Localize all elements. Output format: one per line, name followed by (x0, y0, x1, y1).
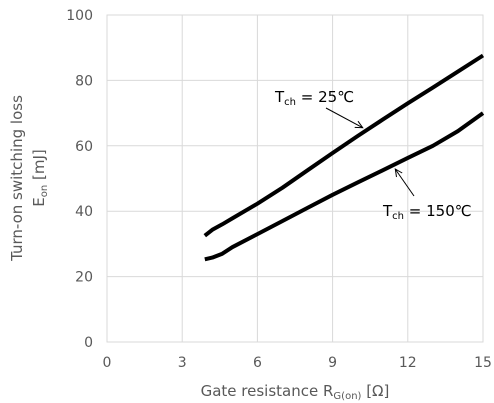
annotation-sub-0: ch (284, 97, 296, 108)
x-tick-label-1: 3 (178, 355, 187, 371)
y-tick-label-5: 100 (66, 8, 93, 24)
series-line-0 (203, 53, 485, 238)
x-axis-title-unit: [Ω] (361, 382, 389, 400)
x-axis-title: Gate resistance RG(on) [Ω] (201, 382, 390, 402)
annotation-arrowhead-0 (354, 120, 364, 129)
x-axis-title-sub: G(on) (333, 391, 361, 402)
y-axis-title-line1: Turn-on switching loss (8, 95, 26, 262)
annotation-rest-0: = 25℃ (296, 88, 354, 106)
x-tick-label-2: 6 (253, 355, 262, 371)
x-tick-label-0: 0 (103, 355, 112, 371)
annotation-rest-1: = 150℃ (404, 202, 472, 220)
annotation-label-1: Tch = 150℃ (382, 202, 472, 222)
annotation-main-0: T (274, 88, 285, 106)
y-tick-label-2: 40 (75, 204, 93, 220)
annotation-sub-1: ch (392, 211, 404, 222)
y-axis-title-line2: Eon [mJ] (30, 149, 50, 206)
annotation-arrow-0 (325, 107, 363, 129)
tick-labels: 0 20 40 60 80 100 0 3 6 9 12 15 (66, 8, 492, 371)
x-tick-label-3: 9 (328, 355, 337, 371)
y-tick-label-1: 20 (75, 270, 93, 286)
y-axis-title-unit: [mJ] (30, 149, 48, 185)
x-axis-title-main: Gate resistance R (201, 382, 334, 400)
series-line-1 (204, 111, 485, 262)
annotation-label-0: Tch = 25℃ (274, 88, 354, 108)
annotation-arrow-1 (394, 168, 415, 197)
plot-frame (106, 14, 484, 343)
y-tick-label-3: 60 (75, 139, 93, 155)
y-tick-label-0: 0 (84, 335, 93, 351)
annotation-arrowhead-1 (394, 168, 403, 178)
y-tick-label-4: 80 (75, 73, 93, 89)
x-tick-label-4: 12 (399, 355, 417, 371)
x-tick-label-5: 15 (474, 355, 492, 371)
annotation-main-1: T (382, 202, 393, 220)
y-axis-title-sub: on (39, 185, 50, 197)
series-layer (203, 53, 485, 262)
y-axis-title-main: E (30, 197, 48, 206)
